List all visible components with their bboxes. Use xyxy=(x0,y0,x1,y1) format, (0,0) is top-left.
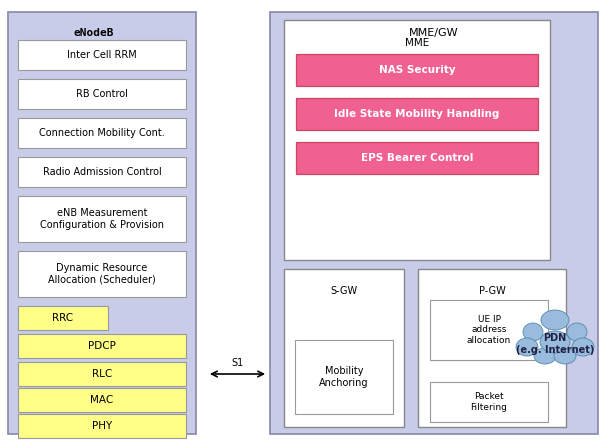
Ellipse shape xyxy=(540,331,570,353)
Bar xyxy=(270,12,598,434)
Text: RRC: RRC xyxy=(53,313,73,323)
Bar xyxy=(296,98,538,130)
Bar xyxy=(8,12,196,434)
Bar xyxy=(296,54,538,86)
Bar xyxy=(284,269,404,427)
Text: Connection Mobility Cont.: Connection Mobility Cont. xyxy=(39,128,165,138)
Bar xyxy=(295,340,393,414)
Ellipse shape xyxy=(523,323,543,341)
Text: RB Control: RB Control xyxy=(76,89,128,99)
Bar xyxy=(430,382,548,422)
Bar xyxy=(418,269,566,427)
Bar xyxy=(284,20,550,260)
Ellipse shape xyxy=(567,323,587,341)
Bar xyxy=(18,40,186,70)
Text: UE IP
address
allocation: UE IP address allocation xyxy=(467,315,511,345)
Bar xyxy=(18,334,186,358)
Text: MME: MME xyxy=(405,38,429,48)
Ellipse shape xyxy=(541,310,569,330)
Bar xyxy=(18,362,186,386)
Bar xyxy=(18,196,186,242)
Bar xyxy=(18,118,186,148)
Text: PHY: PHY xyxy=(92,421,112,431)
Bar xyxy=(18,388,186,412)
Text: PDN
(e.g. Internet): PDN (e.g. Internet) xyxy=(516,333,594,355)
Text: S1: S1 xyxy=(231,358,244,368)
Text: MAC: MAC xyxy=(91,395,114,405)
Bar xyxy=(430,300,548,360)
Ellipse shape xyxy=(554,348,576,364)
Bar xyxy=(18,306,108,330)
Bar xyxy=(18,157,186,187)
Text: NAS Security: NAS Security xyxy=(379,65,455,75)
Bar xyxy=(296,142,538,174)
Ellipse shape xyxy=(534,348,556,364)
Bar xyxy=(18,79,186,109)
Ellipse shape xyxy=(572,338,594,356)
Text: Inter Cell RRM: Inter Cell RRM xyxy=(67,50,137,60)
Text: P-GW: P-GW xyxy=(479,286,506,296)
Text: eNB Measurement
Configuration & Provision: eNB Measurement Configuration & Provisio… xyxy=(40,208,164,230)
Text: Mobility
Anchoring: Mobility Anchoring xyxy=(319,366,369,388)
Bar xyxy=(18,414,186,438)
Text: Radio Admission Control: Radio Admission Control xyxy=(43,167,162,177)
Bar xyxy=(18,251,186,297)
Text: MME/GW: MME/GW xyxy=(409,28,459,38)
Text: RLC: RLC xyxy=(92,369,112,379)
Text: Packet
Filtering: Packet Filtering xyxy=(471,392,507,412)
Text: S-GW: S-GW xyxy=(330,286,357,296)
Text: Idle State Mobility Handling: Idle State Mobility Handling xyxy=(334,109,499,119)
Ellipse shape xyxy=(516,338,538,356)
Text: Dynamic Resource
Allocation (Scheduler): Dynamic Resource Allocation (Scheduler) xyxy=(48,263,156,285)
Text: PDCP: PDCP xyxy=(88,341,116,351)
Text: eNodeB: eNodeB xyxy=(74,28,114,38)
Text: EPS Bearer Control: EPS Bearer Control xyxy=(361,153,473,163)
